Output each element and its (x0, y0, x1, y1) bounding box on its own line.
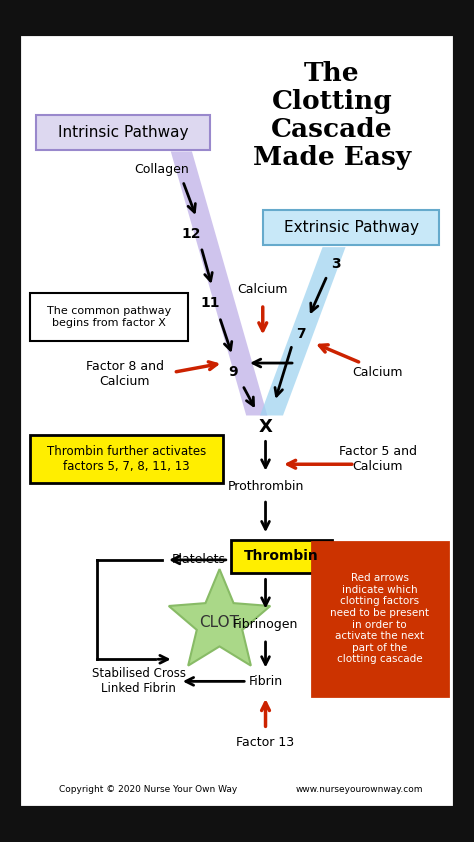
FancyBboxPatch shape (263, 210, 439, 245)
Text: Calcium: Calcium (353, 365, 403, 379)
Text: Collagen: Collagen (134, 163, 189, 176)
Text: Calcium: Calcium (237, 283, 288, 296)
Text: Fibrin: Fibrin (248, 674, 283, 688)
Polygon shape (260, 247, 346, 415)
Text: X: X (259, 418, 273, 436)
FancyBboxPatch shape (230, 540, 332, 573)
Text: Factor 13: Factor 13 (237, 736, 294, 749)
Text: Factor 5 and
Calcium: Factor 5 and Calcium (339, 445, 417, 472)
Text: www.nurseyourownway.com: www.nurseyourownway.com (296, 786, 423, 794)
Text: Thrombin: Thrombin (244, 549, 319, 563)
FancyBboxPatch shape (30, 293, 188, 341)
Text: Copyright © 2020 Nurse Your Own Way: Copyright © 2020 Nurse Your Own Way (59, 786, 237, 794)
Text: Factor 8 and
Calcium: Factor 8 and Calcium (86, 360, 164, 388)
Text: 9: 9 (228, 365, 238, 379)
FancyBboxPatch shape (36, 115, 210, 150)
FancyBboxPatch shape (311, 541, 447, 696)
Text: Stabilised Cross
Linked Fibrin: Stabilised Cross Linked Fibrin (91, 668, 185, 695)
Text: Prothrombin: Prothrombin (228, 480, 304, 493)
Text: Platelets: Platelets (172, 553, 225, 567)
Text: The
Clotting
Cascade
Made Easy: The Clotting Cascade Made Easy (253, 61, 411, 170)
Text: Thrombin further activates
factors 5, 7, 8, 11, 13: Thrombin further activates factors 5, 7,… (47, 445, 206, 472)
Text: 11: 11 (201, 296, 220, 310)
Polygon shape (169, 569, 270, 666)
Text: CLOT: CLOT (200, 615, 239, 630)
Text: Fibrinogen: Fibrinogen (233, 618, 298, 631)
Text: The common pathway
begins from factor X: The common pathway begins from factor X (47, 306, 171, 328)
Polygon shape (171, 152, 267, 415)
Text: Intrinsic Pathway: Intrinsic Pathway (58, 125, 188, 140)
FancyBboxPatch shape (30, 434, 223, 482)
Text: 12: 12 (181, 227, 201, 242)
FancyBboxPatch shape (19, 34, 455, 808)
Text: Red arrows
indicate which
clotting factors
need to be present
in order to
activa: Red arrows indicate which clotting facto… (330, 573, 429, 664)
Text: 7: 7 (297, 327, 306, 341)
Text: 3: 3 (331, 257, 341, 270)
Text: Extrinsic Pathway: Extrinsic Pathway (283, 221, 419, 235)
